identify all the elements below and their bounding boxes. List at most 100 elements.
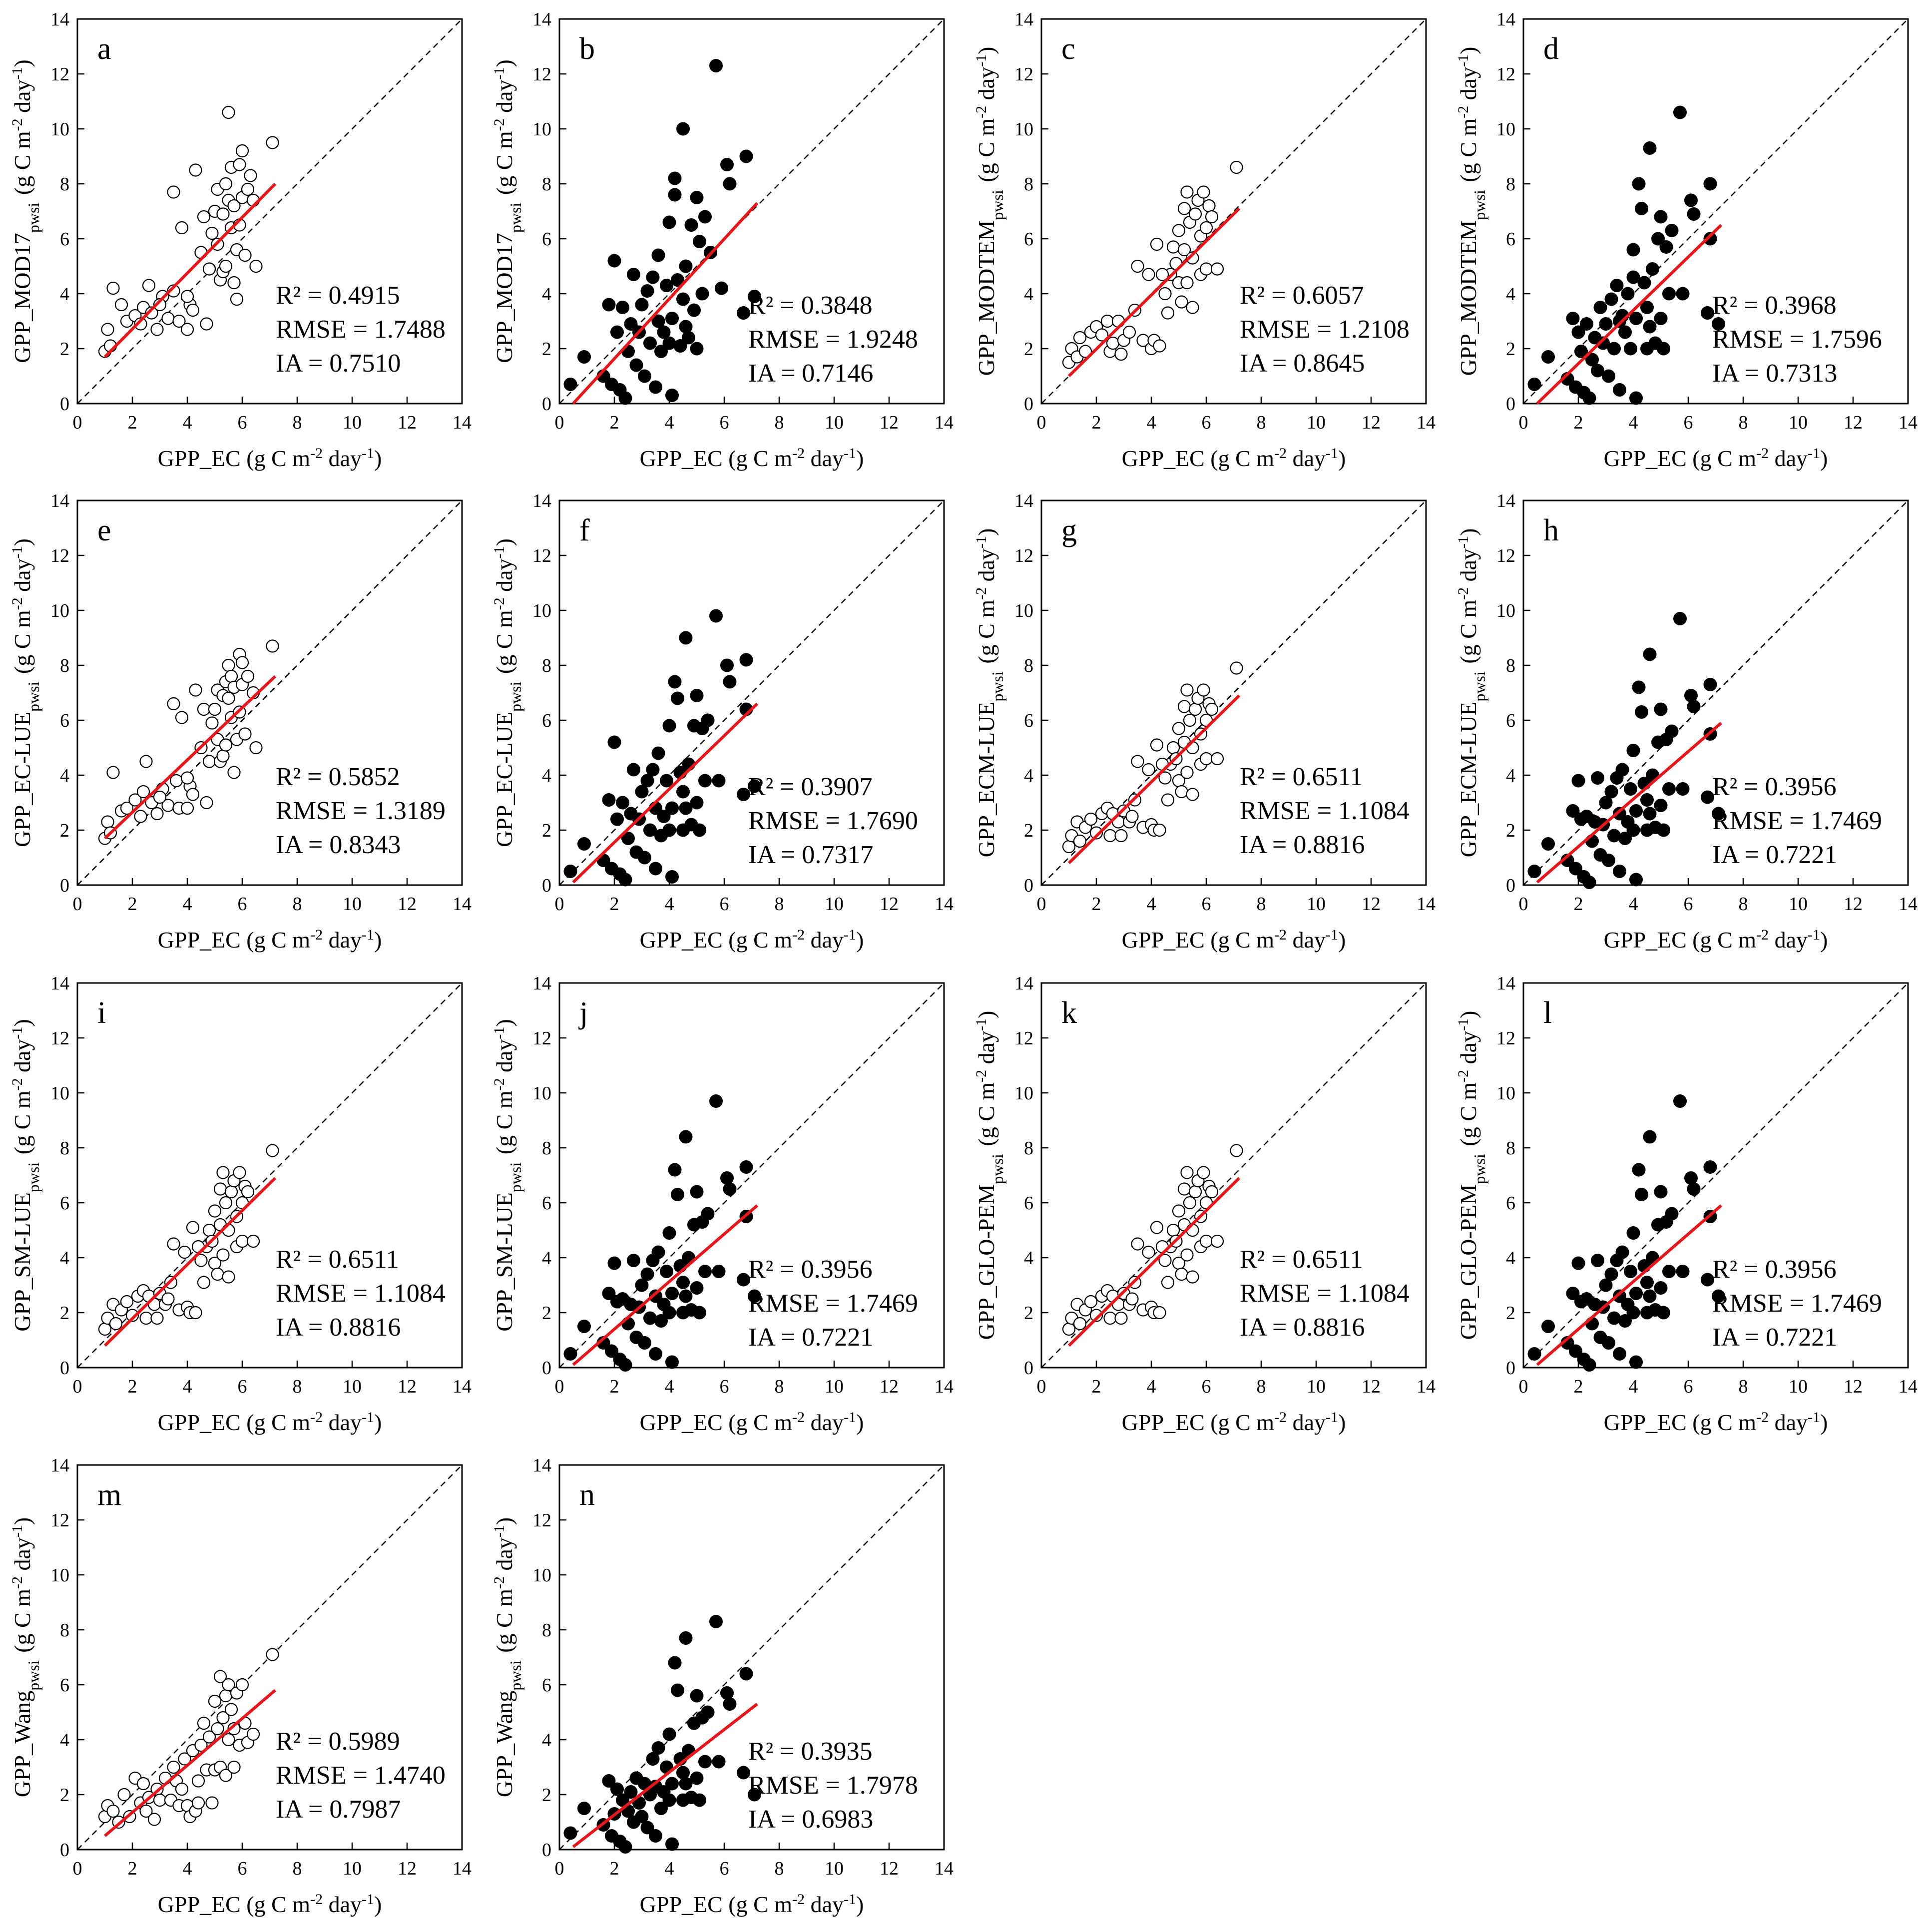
data-point — [1197, 1166, 1210, 1179]
x-tick-label: 6 — [238, 412, 247, 433]
data-point — [266, 1648, 279, 1661]
y-tick-label: 2 — [1506, 339, 1515, 360]
y-axis-title: GPP_MOD17pwsi (g C m-2 day-1) — [9, 59, 43, 363]
data-point — [230, 292, 244, 306]
data-point — [701, 1705, 715, 1719]
data-point — [668, 1163, 682, 1177]
data-point — [649, 380, 662, 394]
data-point — [1571, 1256, 1585, 1270]
data-point — [1202, 199, 1216, 213]
rmse-label: RMSE = 1.1084 — [1240, 797, 1410, 825]
y-tick-label: 0 — [60, 1358, 69, 1379]
data-point — [635, 298, 649, 312]
y-tick-label: 6 — [60, 1193, 69, 1214]
regression-line — [1536, 224, 1723, 405]
data-point — [167, 1760, 180, 1774]
x-tick-label: 2 — [128, 894, 137, 915]
data-point — [1199, 752, 1213, 766]
y-tick-label: 4 — [542, 284, 551, 305]
y-tick-label: 6 — [1024, 1193, 1033, 1214]
data-point — [676, 785, 690, 799]
x-tick-label: 4 — [1147, 412, 1156, 433]
data-point — [235, 1234, 249, 1248]
data-point — [1153, 1306, 1166, 1320]
x-tick-label: 8 — [1257, 894, 1266, 915]
y-tick-label: 0 — [542, 1840, 551, 1861]
data-point — [1161, 1276, 1175, 1289]
y-tick-label: 10 — [1014, 600, 1033, 621]
data-point — [1180, 1248, 1194, 1262]
panel-h: 00 2 2 4 4 6 6 8 8 10 10 12 12 14 14 h R² = 0.3956 RMSE =… — [1455, 490, 1918, 953]
x-tick-label: 12 — [880, 412, 899, 433]
y-tick-label: 4 — [60, 284, 69, 305]
r-squared-label: R² = 0.5852 — [276, 763, 400, 791]
data-point — [629, 358, 643, 372]
data-point — [1095, 328, 1109, 342]
y-tick-label: 10 — [532, 1083, 551, 1104]
x-tick-label: 8 — [1739, 412, 1748, 433]
data-point — [1210, 262, 1224, 276]
data-point — [186, 303, 200, 317]
rmse-label: RMSE = 1.2108 — [1240, 315, 1410, 344]
data-point — [139, 755, 153, 768]
panel-letter: i — [97, 996, 106, 1030]
data-point — [679, 801, 693, 815]
data-point — [651, 248, 665, 262]
data-point — [1158, 771, 1172, 785]
data-point — [671, 273, 684, 287]
data-point — [1646, 262, 1659, 276]
data-point — [186, 1221, 200, 1234]
data-point — [1626, 1306, 1640, 1320]
data-point — [1172, 224, 1186, 237]
data-point — [671, 691, 684, 705]
x-tick-label: 14 — [1417, 1376, 1436, 1397]
data-point — [1569, 862, 1582, 876]
data-point — [1131, 755, 1144, 768]
data-point — [219, 177, 233, 191]
data-point — [671, 1683, 684, 1697]
r-squared-label: R² = 0.3968 — [1712, 291, 1837, 320]
data-point — [701, 713, 715, 727]
x-tick-label: 14 — [935, 1858, 954, 1879]
y-tick-label: 14 — [50, 9, 69, 30]
x-tick-label: 4 — [665, 1858, 674, 1879]
data-point — [1199, 1234, 1213, 1248]
data-point — [1103, 1311, 1117, 1325]
data-point — [1703, 1160, 1717, 1174]
plot-frame — [558, 1464, 945, 1851]
r-squared-label: R² = 0.3848 — [748, 291, 873, 320]
y-tick-label: 6 — [1024, 710, 1033, 731]
x-tick-label: 2 — [128, 412, 137, 433]
plot-frame — [558, 982, 945, 1369]
r-squared-label: R² = 0.6511 — [276, 1245, 399, 1274]
y-tick-label: 14 — [50, 973, 69, 994]
y-tick-label: 0 — [1506, 394, 1515, 415]
data-point — [1175, 295, 1188, 309]
regression-line — [1067, 207, 1241, 378]
data-point — [172, 314, 186, 328]
y-tick-label: 10 — [1496, 1083, 1515, 1104]
data-point — [1183, 713, 1197, 727]
data-point — [1703, 177, 1717, 191]
panel-letter: k — [1061, 996, 1077, 1030]
data-point — [720, 158, 734, 171]
x-tick-label: 8 — [1257, 1376, 1266, 1397]
x-tick-label: 2 — [610, 412, 619, 433]
data-point — [1687, 1182, 1701, 1196]
regression-line — [1536, 722, 1722, 884]
data-point — [1654, 210, 1668, 224]
data-point — [1205, 702, 1219, 716]
data-point — [1183, 1196, 1197, 1210]
x-tick-label: 4 — [1147, 1376, 1156, 1397]
x-tick-label: 8 — [293, 1376, 302, 1397]
y-tick-label: 12 — [1014, 64, 1033, 85]
plot-frame — [1040, 499, 1427, 886]
data-point — [150, 807, 164, 821]
x-tick-label: 8 — [293, 1858, 302, 1879]
y-tick-label: 10 — [50, 600, 69, 621]
one-to-one-line — [1523, 500, 1909, 886]
data-point — [660, 279, 673, 292]
data-point — [1599, 796, 1613, 810]
data-point — [1604, 1267, 1618, 1281]
data-point — [1635, 1188, 1648, 1201]
